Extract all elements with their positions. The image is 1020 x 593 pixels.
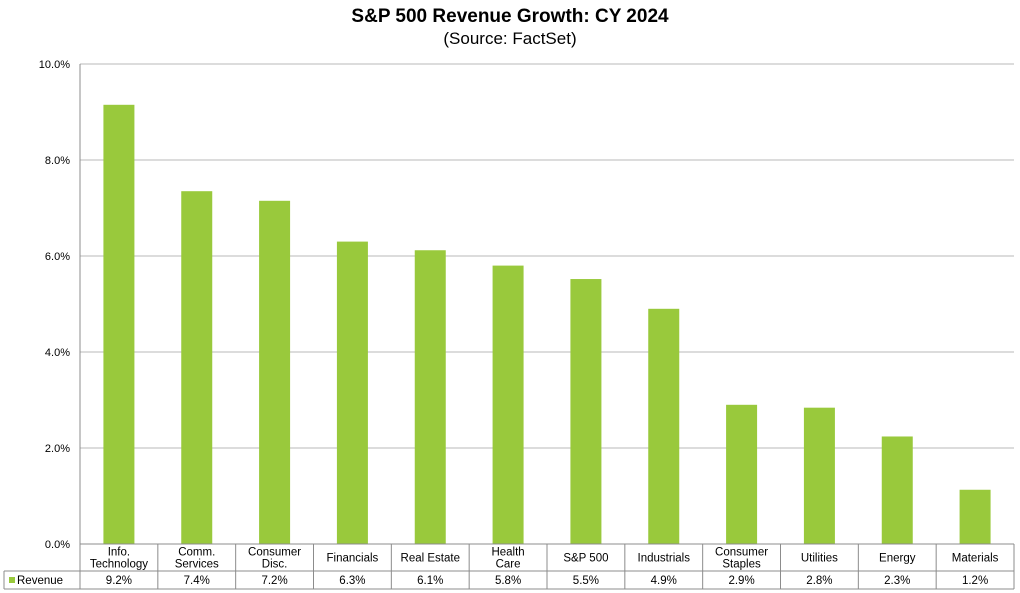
category-label: Consumer Disc.: [248, 547, 301, 571]
data-label: 6.1%: [417, 575, 443, 587]
data-label: 6.3%: [339, 575, 365, 587]
bar: [959, 489, 991, 544]
bar: [648, 308, 680, 544]
category-label: S&P 500: [563, 553, 608, 565]
y-tick-label: 8.0%: [45, 155, 70, 167]
bar: [726, 404, 758, 544]
bar: [259, 200, 291, 545]
data-label: 7.4%: [184, 575, 210, 587]
data-label: 2.8%: [806, 575, 832, 587]
y-tick-label: 6.0%: [45, 251, 70, 263]
data-table: Info. Technology Comm. Services Consumer Disc…: [3, 543, 1015, 590]
bars: [103, 104, 991, 545]
y-tick-label: 10.0%: [39, 59, 70, 71]
category-label: Utilities: [801, 553, 838, 565]
data-label: 7.2%: [261, 575, 287, 587]
chart-subtitle: (Source: FactSet): [443, 29, 577, 48]
data-label: 9.2%: [106, 575, 132, 587]
y-tick-label: 4.0%: [45, 347, 70, 359]
category-label: Consumer Staples: [715, 547, 768, 571]
bar: [336, 241, 368, 544]
bar: [881, 436, 913, 544]
bar: [803, 407, 835, 544]
category-label: Info. Technology: [90, 547, 148, 571]
category-label: Comm. Services: [175, 547, 219, 571]
category-label: Financials: [327, 553, 379, 565]
category-label: Real Estate: [401, 553, 460, 565]
data-label: 1.2%: [962, 575, 988, 587]
gridlines: [80, 63, 1014, 449]
chart-title: S&P 500 Revenue Growth: CY 2024: [351, 6, 669, 27]
bar: [414, 250, 446, 545]
data-label: 5.5%: [573, 575, 599, 587]
data-label: 4.9%: [651, 575, 677, 587]
category-label: Health Care: [491, 547, 524, 571]
y-axis: 0.0% 2.0% 4.0% 6.0% 8.0% 10.0%: [39, 59, 81, 589]
data-label: 2.3%: [884, 575, 910, 587]
category-label: Materials: [952, 553, 999, 565]
data-label: 2.9%: [728, 575, 754, 587]
y-tick-label: 2.0%: [45, 443, 70, 455]
bar: [570, 279, 602, 544]
bar: [103, 104, 135, 545]
legend-label: Revenue: [17, 575, 63, 587]
bar: [181, 191, 213, 544]
bar: [492, 265, 524, 544]
y-tick-label: 0.0%: [45, 539, 70, 551]
legend-swatch: [9, 577, 15, 583]
category-label: Energy: [879, 553, 916, 565]
data-label: 5.8%: [495, 575, 521, 587]
category-label: Industrials: [638, 553, 691, 565]
